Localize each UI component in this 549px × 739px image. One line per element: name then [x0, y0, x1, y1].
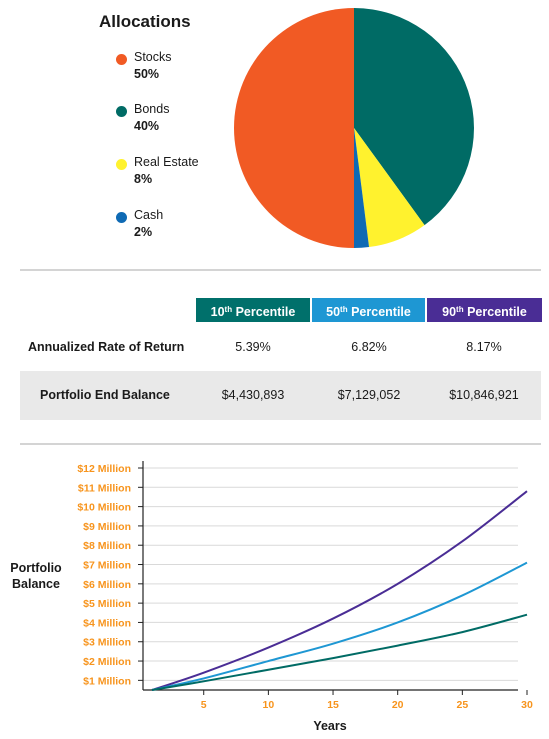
legend-item-cash: Cash 2%	[116, 208, 226, 244]
x-tick-label: 15	[327, 699, 339, 711]
header-90th-percentile: 90th Percentile	[427, 298, 542, 322]
y-tick-label: $1 Million	[83, 675, 131, 687]
cell-rate-10th: 5.39%	[196, 340, 310, 354]
header-50th-suffix: th	[340, 305, 348, 314]
cell-rate-50th: 6.82%	[312, 340, 426, 354]
y-tick-label: $12 Million	[77, 463, 131, 475]
legend-item-bonds: Bonds 40%	[116, 102, 226, 138]
y-tick-label: $9 Million	[83, 521, 131, 533]
header-10th-suffix: th	[225, 305, 233, 314]
cell-balance-50th: $7,129,052	[312, 388, 426, 402]
bonds-swatch	[116, 106, 127, 117]
header-50th-percentile: 50th Percentile	[312, 298, 425, 322]
row-label-rate-of-return: Annualized Rate of Return	[28, 340, 184, 354]
x-axis-label: Years	[290, 719, 370, 733]
header-50th-text: Percentile	[351, 305, 411, 319]
cash-swatch	[116, 212, 127, 223]
header-10th-percentile: 10th Percentile	[196, 298, 310, 322]
series-line-2	[152, 615, 527, 690]
y-tick-label: $11 Million	[78, 482, 131, 494]
legend-name-cash: Cash	[134, 208, 163, 222]
row-label-end-balance: Portfolio End Balance	[40, 388, 170, 402]
y-axis-label-line-2: Balance	[4, 576, 68, 592]
y-tick-label: $8 Million	[83, 540, 131, 552]
allocation-pie-chart	[230, 4, 478, 252]
x-tick-label: 5	[201, 699, 207, 711]
real-estate-swatch	[116, 159, 127, 170]
y-tick-label: $10 Million	[77, 502, 131, 514]
header-90th-num: 90	[442, 305, 456, 319]
legend-pct-bonds: 40%	[134, 119, 159, 133]
x-tick-label: 30	[521, 699, 533, 711]
legend-pct-real-estate: 8%	[134, 172, 152, 186]
legend-pct-cash: 2%	[134, 225, 152, 239]
legend-item-stocks: Stocks 50%	[116, 50, 226, 86]
y-tick-label: $7 Million	[83, 560, 131, 572]
y-axis-label-line-1: Portfolio	[4, 560, 68, 576]
cell-balance-90th: $10,846,921	[427, 388, 541, 402]
header-10th-num: 10	[211, 305, 225, 319]
legend-item-real-estate: Real Estate 8%	[116, 155, 226, 191]
x-tick-label: 10	[263, 699, 275, 711]
portfolio-balance-chart: $1 Million $2 Million $3 Million $4 Million…	[0, 445, 549, 715]
header-50th-num: 50	[326, 305, 340, 319]
cell-balance-10th: $4,430,893	[196, 388, 310, 402]
allocations-title: Allocations	[99, 12, 191, 32]
legend-name-stocks: Stocks	[134, 50, 172, 64]
legend-name-real-estate: Real Estate	[134, 155, 199, 169]
cell-rate-90th: 8.17%	[427, 340, 541, 354]
header-90th-text: Percentile	[467, 305, 527, 319]
header-90th-suffix: th	[456, 305, 464, 314]
y-tick-label: $3 Million	[83, 637, 131, 649]
y-tick-label: $6 Million	[83, 579, 131, 591]
x-tick-label: 25	[457, 699, 469, 711]
y-axis-label: Portfolio Balance	[4, 560, 68, 592]
x-tick-label: 20	[392, 699, 404, 711]
section-divider-top	[20, 269, 541, 271]
y-tick-label: $2 Million	[83, 656, 131, 668]
y-tick-label: $5 Million	[83, 598, 131, 610]
header-10th-text: Percentile	[236, 305, 296, 319]
legend-name-bonds: Bonds	[134, 102, 169, 116]
pie-slice-stocks	[234, 8, 354, 248]
legend-pct-stocks: 50%	[134, 67, 159, 81]
y-tick-label: $4 Million	[83, 617, 131, 629]
stocks-swatch	[116, 54, 127, 65]
